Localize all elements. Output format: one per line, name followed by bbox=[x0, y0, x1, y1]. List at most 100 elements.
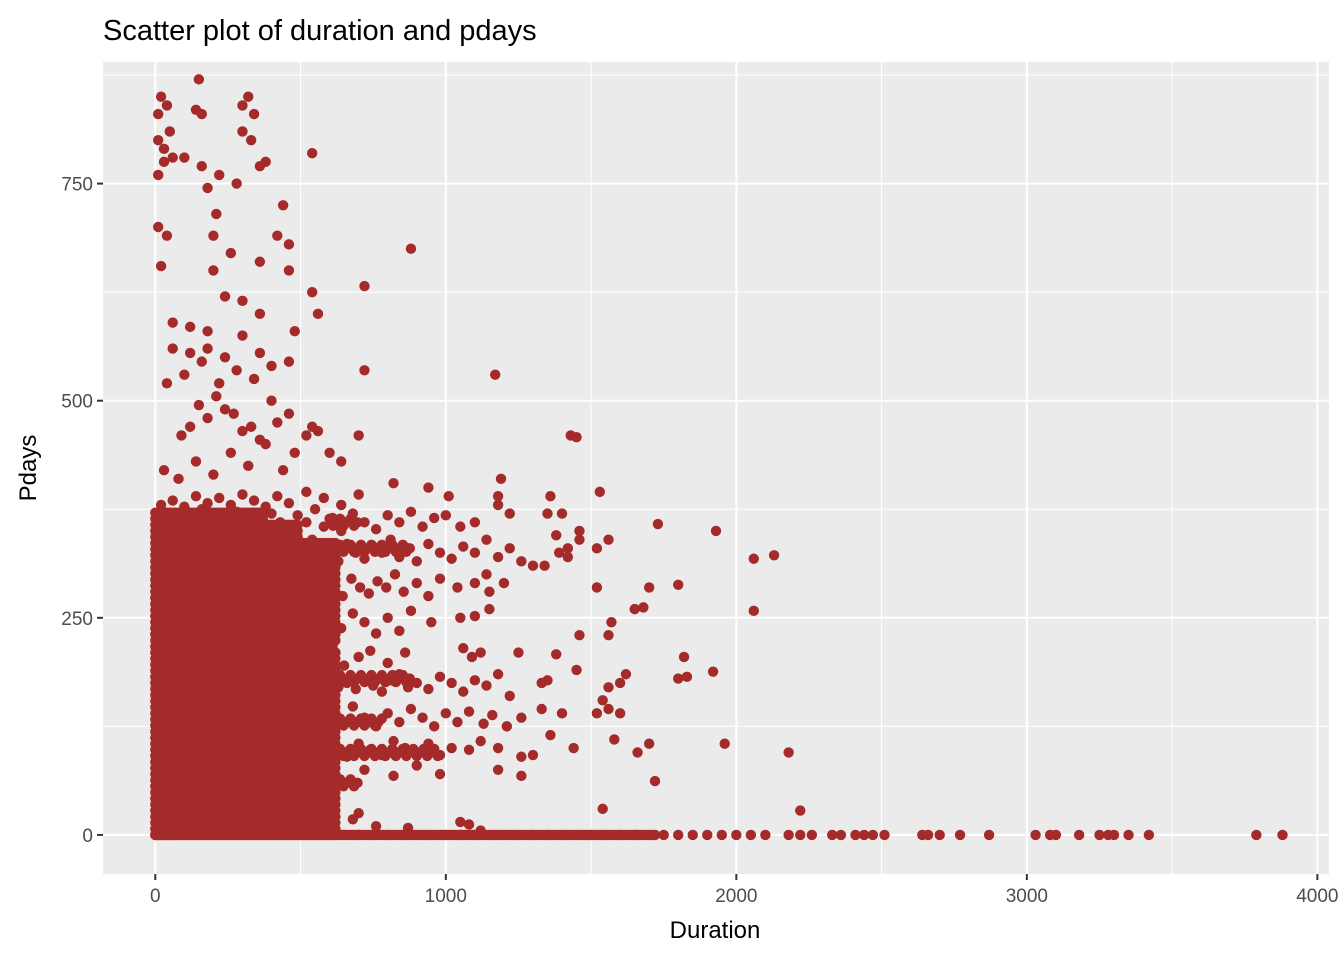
data-point bbox=[237, 551, 248, 563]
data-point bbox=[283, 623, 295, 634]
data-point bbox=[205, 524, 216, 535]
data-point bbox=[222, 829, 234, 841]
data-point bbox=[198, 569, 209, 580]
data-point bbox=[219, 404, 231, 415]
data-point bbox=[184, 347, 196, 359]
data-point bbox=[643, 829, 655, 841]
data-point bbox=[309, 712, 321, 723]
data-point bbox=[289, 781, 300, 793]
data-point bbox=[289, 447, 300, 459]
data-point bbox=[167, 495, 178, 506]
data-point bbox=[365, 744, 376, 756]
data-point bbox=[202, 553, 213, 564]
data-point bbox=[193, 680, 205, 691]
data-point bbox=[248, 108, 260, 120]
data-point bbox=[568, 742, 579, 754]
data-point bbox=[202, 343, 213, 354]
data-point bbox=[1251, 829, 1262, 841]
data-point bbox=[354, 582, 366, 593]
data-point bbox=[484, 586, 495, 597]
data-point bbox=[283, 408, 295, 419]
data-point bbox=[492, 499, 504, 511]
data-point bbox=[1094, 829, 1105, 841]
data-point bbox=[275, 517, 286, 528]
data-point bbox=[260, 501, 271, 512]
data-point bbox=[614, 829, 626, 841]
data-point bbox=[155, 499, 167, 511]
x-tick-label: 1000 bbox=[425, 886, 467, 907]
data-point bbox=[266, 608, 277, 619]
data-point bbox=[336, 525, 347, 537]
data-point bbox=[330, 741, 341, 752]
data-point bbox=[562, 551, 574, 563]
data-point bbox=[591, 708, 603, 719]
data-point bbox=[551, 530, 562, 541]
data-point bbox=[315, 551, 327, 563]
data-point bbox=[367, 829, 379, 841]
data-point bbox=[231, 365, 242, 376]
data-point bbox=[458, 541, 469, 552]
data-point bbox=[446, 742, 457, 754]
data-point bbox=[556, 708, 568, 719]
data-points bbox=[150, 74, 1288, 841]
data-point bbox=[208, 265, 219, 276]
data-point bbox=[463, 706, 475, 717]
data-point bbox=[241, 586, 253, 597]
data-point bbox=[594, 486, 605, 498]
data-point bbox=[352, 777, 363, 789]
data-point bbox=[267, 573, 279, 584]
data-point bbox=[359, 764, 370, 775]
data-point bbox=[248, 721, 260, 732]
data-point bbox=[186, 829, 197, 841]
data-point bbox=[394, 669, 405, 680]
data-point bbox=[158, 464, 170, 476]
data-point bbox=[539, 560, 550, 571]
data-point bbox=[542, 829, 553, 841]
data-point bbox=[306, 675, 318, 686]
data-point bbox=[216, 645, 228, 657]
data-point bbox=[411, 577, 422, 589]
data-point bbox=[405, 506, 417, 518]
data-point bbox=[783, 747, 794, 758]
data-point bbox=[1143, 829, 1155, 841]
data-point bbox=[214, 169, 225, 181]
data-point bbox=[492, 669, 504, 680]
data-point bbox=[687, 829, 698, 841]
data-point bbox=[353, 430, 364, 441]
data-point bbox=[214, 799, 225, 810]
data-point bbox=[312, 638, 324, 650]
data-point bbox=[341, 677, 353, 689]
data-point bbox=[257, 625, 268, 637]
data-point bbox=[276, 582, 287, 593]
data-point bbox=[492, 551, 504, 563]
data-point bbox=[411, 747, 422, 758]
data-point bbox=[795, 805, 806, 816]
data-point bbox=[609, 734, 620, 745]
data-point bbox=[196, 356, 207, 367]
data-point bbox=[222, 699, 234, 710]
data-point bbox=[254, 256, 266, 267]
data-point bbox=[237, 100, 248, 111]
data-point bbox=[315, 680, 327, 691]
data-point bbox=[591, 582, 603, 593]
data-point bbox=[245, 421, 257, 432]
data-point bbox=[158, 143, 170, 155]
data-point bbox=[382, 510, 393, 521]
data-point bbox=[231, 178, 242, 189]
data-point bbox=[193, 74, 205, 85]
data-point bbox=[234, 640, 245, 651]
data-point bbox=[202, 829, 213, 841]
data-point bbox=[574, 629, 585, 641]
data-point bbox=[434, 573, 446, 584]
data-point bbox=[504, 543, 515, 554]
data-point bbox=[423, 590, 434, 602]
data-point bbox=[673, 673, 684, 684]
data-point bbox=[260, 156, 271, 168]
data-point bbox=[443, 491, 454, 502]
data-point bbox=[346, 573, 357, 584]
data-point bbox=[237, 295, 248, 307]
data-point bbox=[376, 547, 388, 558]
data-point bbox=[283, 803, 295, 815]
data-point bbox=[289, 677, 300, 689]
x-tick-label: 2000 bbox=[715, 886, 757, 907]
